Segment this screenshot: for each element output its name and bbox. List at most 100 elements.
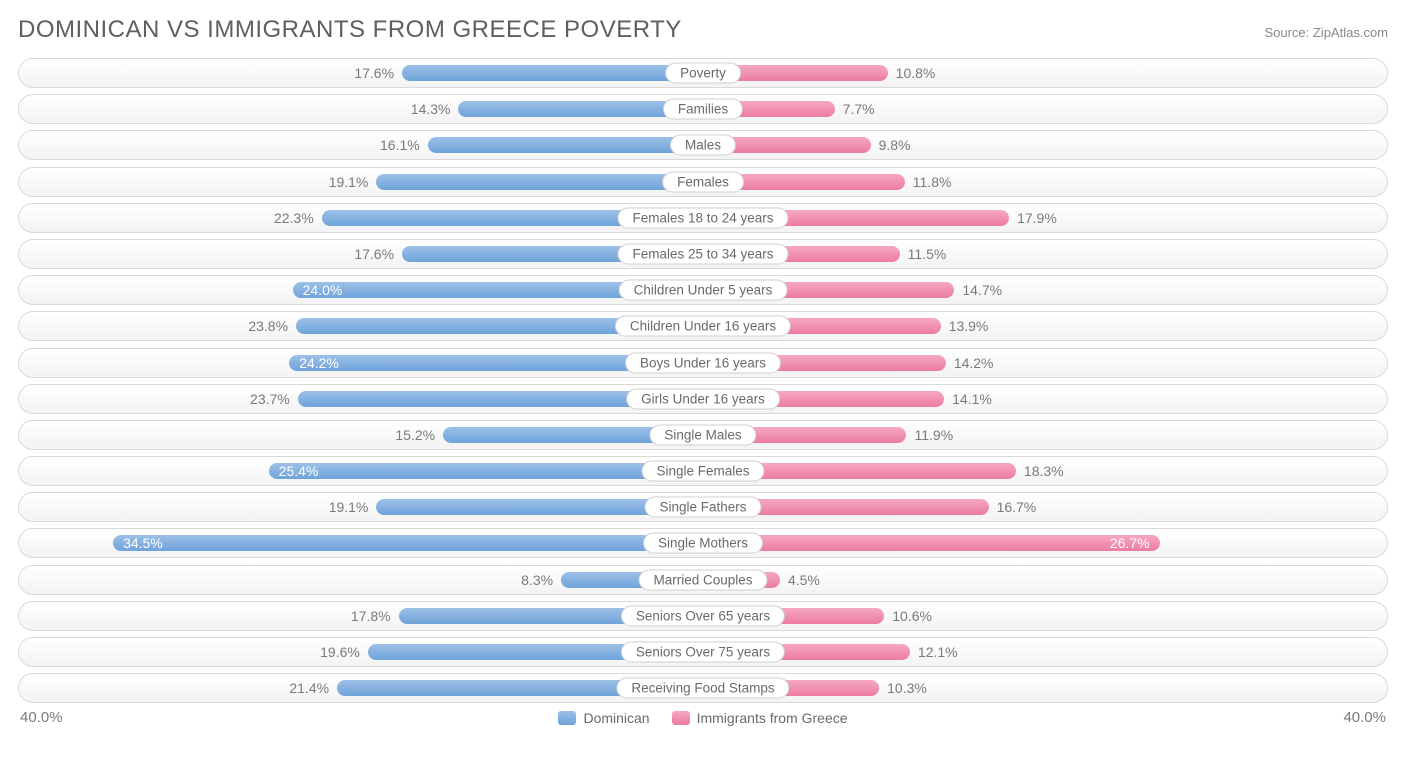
- header: DOMINICAN VS IMMIGRANTS FROM GREECE POVE…: [18, 16, 1388, 44]
- category-label: Single Females: [641, 461, 764, 482]
- legend-label-left: Dominican: [583, 710, 649, 726]
- category-label: Seniors Over 65 years: [621, 605, 785, 626]
- value-left: 14.3%: [411, 101, 451, 117]
- value-left: 24.2%: [299, 355, 339, 371]
- row-right-half: 10.3%: [703, 674, 1387, 702]
- source-attribution: Source: ZipAtlas.com: [1264, 25, 1388, 40]
- value-left: 24.0%: [303, 282, 343, 298]
- axis-max-left: 40.0%: [20, 709, 63, 726]
- row-left-half: 16.1%: [19, 131, 703, 159]
- value-right: 14.2%: [954, 355, 994, 371]
- value-right: 11.9%: [914, 427, 953, 443]
- value-right: 13.9%: [949, 318, 989, 334]
- category-label: Single Males: [649, 424, 756, 445]
- legend: Dominican Immigrants from Greece: [558, 710, 847, 726]
- category-label: Children Under 5 years: [619, 280, 788, 301]
- chart-row: 21.4%10.3%Receiving Food Stamps: [18, 673, 1388, 703]
- category-label: Single Fathers: [644, 497, 761, 518]
- row-left-half: 17.6%: [19, 59, 703, 87]
- row-right-half: 4.5%: [703, 566, 1387, 594]
- value-left: 19.1%: [329, 499, 369, 515]
- row-left-half: 17.6%: [19, 240, 703, 268]
- legend-item-right: Immigrants from Greece: [672, 710, 848, 726]
- row-left-half: 22.3%: [19, 204, 703, 232]
- legend-swatch-pink: [672, 711, 690, 725]
- row-right-half: 10.8%: [703, 59, 1387, 87]
- category-label: Females: [662, 171, 744, 192]
- chart-row: 16.1% 9.8%Males: [18, 130, 1388, 160]
- legend-label-right: Immigrants from Greece: [697, 710, 848, 726]
- value-right: 7.7%: [843, 101, 875, 117]
- value-left: 19.6%: [320, 644, 360, 660]
- value-right: 11.8%: [913, 174, 952, 190]
- legend-swatch-blue: [558, 711, 576, 725]
- row-left-half: 17.8%: [19, 602, 703, 630]
- value-left: 17.8%: [351, 608, 391, 624]
- chart-area: 17.6% 10.8%Poverty 14.3% 7.7% Families 16.1% 9…: [18, 58, 1388, 703]
- bar-left: 25.4%: [269, 463, 703, 479]
- category-label: Married Couples: [638, 569, 767, 590]
- chart-footer: 40.0% Dominican Immigrants from Greece 4…: [18, 709, 1388, 726]
- chart-row: 17.8% 10.6% Seniors Over 65 years: [18, 601, 1388, 631]
- row-left-half: 19.1%: [19, 168, 703, 196]
- category-label: Children Under 16 years: [615, 316, 791, 337]
- row-right-half: 11.5%: [703, 240, 1387, 268]
- row-left-half: 21.4%: [19, 674, 703, 702]
- row-left-half: 8.3%: [19, 566, 703, 594]
- value-right: 26.7%: [1110, 535, 1150, 551]
- category-label: Families: [663, 99, 743, 120]
- value-left: 34.5%: [123, 535, 163, 551]
- value-right: 11.5%: [908, 246, 947, 262]
- row-right-half: 14.2%: [703, 349, 1387, 377]
- row-right-half: 13.9%: [703, 312, 1387, 340]
- row-right-half: 11.8%: [703, 168, 1387, 196]
- bar-left: 34.5%: [113, 535, 703, 551]
- bar-right: 26.7%: [703, 535, 1160, 551]
- row-right-half: 7.7%: [703, 95, 1387, 123]
- row-left-half: 19.1%: [19, 493, 703, 521]
- row-right-half: 9.8%: [703, 131, 1387, 159]
- row-left-half: 23.8%: [19, 312, 703, 340]
- row-left-half: 34.5%: [19, 529, 703, 557]
- category-label: Boys Under 16 years: [625, 352, 781, 373]
- chart-row: 25.4% 18.3% Single Females: [18, 456, 1388, 486]
- chart-row: 14.3% 7.7% Families: [18, 94, 1388, 124]
- chart-row: 15.2%11.9%Single Males: [18, 420, 1388, 450]
- value-left: 19.1%: [329, 174, 369, 190]
- value-right: 4.5%: [788, 572, 820, 588]
- chart-row: 23.8% 13.9% Children Under 16 years: [18, 311, 1388, 341]
- value-left: 22.3%: [274, 210, 314, 226]
- chart-row: 17.6%11.5%Females 25 to 34 years: [18, 239, 1388, 269]
- category-label: Males: [670, 135, 736, 156]
- legend-item-left: Dominican: [558, 710, 649, 726]
- category-label: Girls Under 16 years: [626, 388, 780, 409]
- row-left-half: 14.3%: [19, 95, 703, 123]
- axis-max-right: 40.0%: [1343, 709, 1386, 726]
- category-label: Poverty: [665, 63, 741, 84]
- value-right: 18.3%: [1024, 463, 1064, 479]
- row-right-half: 16.7%: [703, 493, 1387, 521]
- chart-row: 19.1% 16.7%Single Fathers: [18, 492, 1388, 522]
- row-left-half: 23.7%: [19, 385, 703, 413]
- value-right: 10.6%: [892, 608, 932, 624]
- value-right: 17.9%: [1017, 210, 1057, 226]
- value-right: 12.1%: [918, 644, 958, 660]
- row-right-half: 17.9%: [703, 204, 1387, 232]
- value-left: 8.3%: [521, 572, 553, 588]
- value-left: 16.1%: [380, 137, 420, 153]
- value-right: 10.3%: [887, 680, 927, 696]
- row-right-half: 14.7%: [703, 276, 1387, 304]
- chart-row: 34.5% 26.7% Single Mothers: [18, 528, 1388, 558]
- chart-row: 17.6% 10.8%Poverty: [18, 58, 1388, 88]
- row-right-half: 12.1%: [703, 638, 1387, 666]
- row-right-half: 18.3%: [703, 457, 1387, 485]
- chart-row: 19.1% 11.8% Females: [18, 167, 1388, 197]
- value-left: 17.6%: [354, 65, 394, 81]
- value-right: 14.7%: [962, 282, 1002, 298]
- row-left-half: 24.0%: [19, 276, 703, 304]
- row-left-half: 19.6%: [19, 638, 703, 666]
- chart-title: DOMINICAN VS IMMIGRANTS FROM GREECE POVE…: [18, 16, 682, 44]
- chart-row: 24.2% 14.2% Boys Under 16 years: [18, 348, 1388, 378]
- category-label: Single Mothers: [643, 533, 763, 554]
- chart-row: 23.7%14.1%Girls Under 16 years: [18, 384, 1388, 414]
